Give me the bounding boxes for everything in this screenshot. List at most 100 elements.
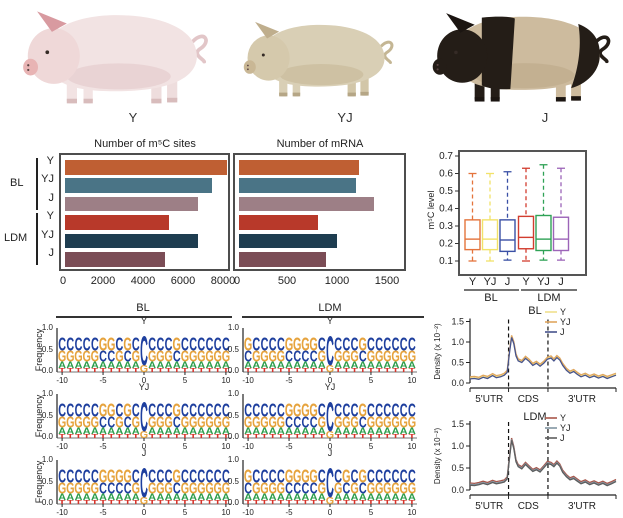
logo-letter-T: T — [59, 433, 67, 439]
logo-letter-T: T — [108, 499, 116, 505]
logo-letter-G: G — [244, 467, 252, 488]
logo-letter-G: G — [99, 401, 107, 422]
logo-letter-C: C — [124, 414, 132, 431]
bar-row-label-Y: Y — [46, 155, 54, 167]
logo-letter-T: T — [343, 367, 351, 373]
logo-letter-G: G — [107, 401, 115, 422]
bar-J-LDM — [65, 252, 165, 267]
logo-letter-T: T — [245, 367, 253, 373]
logo-letter-C: C — [351, 467, 359, 488]
logo-letter-T: T — [400, 499, 408, 505]
density-series-YJ — [469, 439, 617, 486]
logo-letter-T: T — [83, 499, 91, 505]
bar-YJ-LDM — [239, 233, 337, 249]
logo-letter-A: A — [383, 427, 391, 437]
logo-letter-A: A — [351, 493, 359, 503]
logo-y-tick-label: 1.0 — [227, 323, 239, 332]
logo-letter-C: C — [91, 401, 99, 422]
legend-label-J: J — [560, 433, 565, 443]
logo-letter-C: C — [375, 467, 383, 488]
logo-letter-T: T — [100, 367, 108, 373]
logo-letter-C: C — [140, 328, 148, 375]
logo-letter-A: A — [206, 361, 214, 371]
logo-letter-A: A — [181, 361, 189, 371]
logo-letter-G: G — [268, 348, 276, 365]
logo-plot-LDM-YJ: TAGCTAGCTAGCTAGCTAGCTACGTACGTACGTACGTAGC… — [242, 394, 417, 451]
bar-YJ-BL — [239, 178, 356, 193]
pig-snout — [432, 58, 447, 75]
logo-letter-C: C — [148, 335, 156, 356]
logo-letter-C: C — [148, 467, 156, 488]
pig-eye — [261, 53, 265, 57]
logo-letter-T: T — [261, 367, 269, 373]
logo-letter-T: T — [182, 433, 190, 439]
logo-letter-G: G — [252, 480, 260, 497]
logo-letter-A: A — [342, 427, 350, 437]
logo-letter-T: T — [133, 433, 141, 439]
logo-letter-G: G — [222, 348, 230, 365]
logo-x-tick-label: -10 — [242, 376, 254, 385]
logo-x-tick-label: 5 — [183, 508, 188, 517]
density-svg-BL: Density (x 10⁻²) 0.0 0.5 1.0 1.5 5'UTR CDS 3'UT… — [433, 305, 617, 405]
logo-letter-T: T — [302, 433, 310, 439]
logo-letter-A: A — [302, 493, 310, 503]
logo-letter-A: A — [244, 493, 252, 503]
logo-letter-G: G — [342, 414, 350, 431]
logo-letter-T: T — [335, 499, 343, 505]
logo-letter-G: G — [173, 467, 181, 488]
logo-letter-A: A — [261, 427, 269, 437]
logo-letter-G: G — [132, 480, 140, 497]
logo-letter-G: G — [391, 348, 399, 365]
logo-letter-A: A — [318, 427, 326, 437]
logo-letter-C: C — [244, 480, 252, 497]
logo-letter-C: C — [214, 335, 222, 356]
logo-x-tick-label: 10 — [221, 442, 230, 451]
logo-letter-G: G — [391, 414, 399, 431]
bar-row-label-YJ: YJ — [41, 173, 54, 186]
logo-letter-T: T — [392, 367, 400, 373]
logo-letter-C: C — [383, 335, 391, 356]
logo-letter-T: T — [165, 367, 173, 373]
logo-letter-C: C — [351, 401, 359, 422]
logo-letter-C: C — [326, 328, 334, 375]
logo-letter-G: G — [214, 480, 222, 497]
logo-letter-T: T — [261, 499, 269, 505]
logo-letter-A: A — [244, 361, 252, 371]
logo-letter-C: C — [83, 467, 91, 488]
logo-letter-T: T — [214, 433, 222, 439]
sites-chart-frame — [59, 153, 230, 271]
logo-letter-G: G — [189, 348, 197, 365]
logo-letter-G: G — [318, 480, 326, 497]
logo-letter-C: C — [408, 467, 416, 488]
logo-letter-C: C — [197, 401, 205, 422]
pig-eye — [454, 50, 458, 55]
logo-y-tick-label: 0.5 — [41, 476, 53, 486]
logo-letter-C: C — [206, 467, 214, 488]
logo-letter-G: G — [309, 335, 317, 356]
logo-letter-C: C — [252, 467, 260, 488]
logo-letter-T: T — [149, 499, 157, 505]
x-tick-label: 8000 — [210, 275, 236, 287]
logo-letter-A: A — [156, 427, 164, 437]
logo-letter-T: T — [173, 499, 181, 505]
logo-letter-A: A — [58, 493, 66, 503]
logo-letter-C: C — [107, 348, 115, 365]
density-y-tick-label: 0.5 — [451, 358, 464, 368]
logo-letter-G: G — [293, 401, 301, 422]
bar-YJ-BL — [65, 178, 212, 193]
logo-letter-C: C — [383, 467, 391, 488]
density-title: BL — [528, 305, 541, 317]
logo-letter-A: A — [156, 361, 164, 371]
logo-letter-C: C — [99, 348, 107, 365]
logo-letter-T: T — [182, 499, 190, 505]
logo-letter-A: A — [83, 361, 91, 371]
logo-letter-C: C — [269, 335, 277, 356]
logo-letter-T: T — [359, 499, 367, 505]
logo-letter-T: T — [286, 367, 294, 373]
logo-letter-G: G — [301, 335, 309, 356]
logo-letter-C: C — [173, 480, 181, 497]
logo-letter-A: A — [189, 427, 197, 437]
logo-letter-G: G — [91, 348, 99, 365]
logo-letter-C: C — [392, 335, 400, 356]
logo-y-axis-label: Frequency — [34, 394, 44, 438]
